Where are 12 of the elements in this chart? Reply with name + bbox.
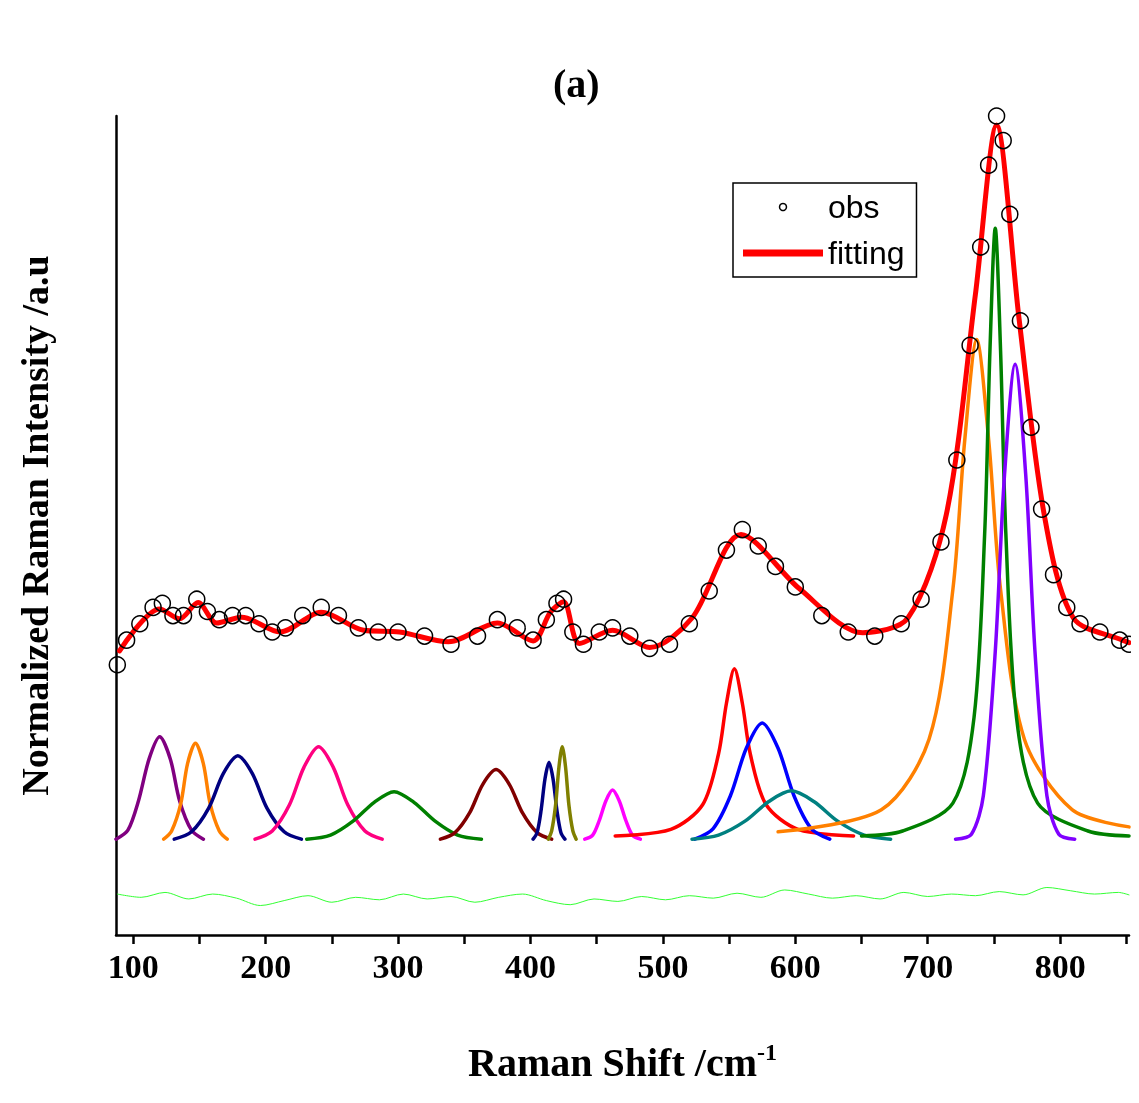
x-tick-label: 100: [107, 947, 159, 985]
x-tick-label: 300: [372, 947, 424, 985]
x-tick-label: 600: [769, 947, 821, 985]
y-axis-title: Normalized Raman Intensity /a.u: [14, 255, 56, 796]
x-tick-label: 700: [902, 947, 954, 985]
x-tick-label: 500: [637, 947, 689, 985]
legend-label: fitting: [828, 235, 905, 271]
chart-title: (a): [553, 60, 600, 106]
x-tick-label: 400: [504, 947, 556, 985]
legend-label: obs: [828, 189, 880, 225]
x-tick-label: 200: [240, 947, 292, 985]
x-tick-label: 800: [1034, 947, 1086, 985]
